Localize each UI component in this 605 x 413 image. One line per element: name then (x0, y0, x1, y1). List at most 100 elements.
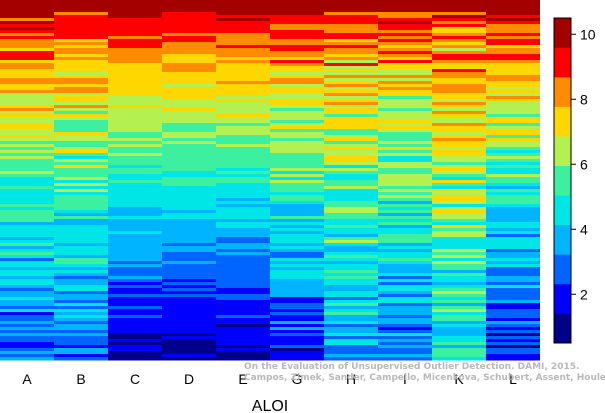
heatmap-cell (486, 237, 540, 241)
heatmap-cell (162, 258, 216, 262)
heatmap-cell (324, 84, 378, 88)
heatmap-cell (486, 198, 540, 202)
heatmap-cell (162, 354, 216, 358)
colorbar-tick-label: 4 (580, 221, 588, 237)
heatmap-cell (270, 3, 324, 7)
heatmap-cell (324, 162, 378, 166)
heatmap-cell (0, 258, 54, 262)
heatmap-cell (324, 132, 378, 136)
colorbar-tick-label: 8 (580, 91, 588, 107)
heatmap-cell (486, 141, 540, 145)
heatmap-cell (486, 201, 540, 205)
heatmap-cell (324, 318, 378, 322)
heatmap-cell (108, 219, 162, 223)
heatmap-cell (108, 204, 162, 208)
heatmap-cell (324, 171, 378, 175)
heatmap-cell (162, 351, 216, 355)
heatmap-cell (270, 192, 324, 196)
heatmap-cell (54, 42, 108, 46)
heatmap-cell (108, 183, 162, 187)
heatmap-cell (270, 279, 324, 283)
heatmap-cell (378, 138, 432, 142)
heatmap-cell (378, 129, 432, 133)
heatmap-cell (162, 186, 216, 190)
heatmap-cell (432, 111, 486, 115)
heatmap-cell (108, 318, 162, 322)
heatmap-cell (216, 243, 270, 247)
heatmap-cell (270, 57, 324, 61)
heatmap-cell (216, 297, 270, 301)
heatmap-cell (270, 183, 324, 187)
heatmap-cell (0, 231, 54, 235)
heatmap-cell (270, 291, 324, 295)
heatmap-cell (378, 117, 432, 121)
heatmap-cell (216, 165, 270, 169)
heatmap-cell (270, 87, 324, 91)
heatmap-cell (0, 99, 54, 103)
heatmap-cell (162, 132, 216, 136)
heatmap-cell (216, 198, 270, 202)
heatmap-cell (108, 258, 162, 262)
heatmap-cell (162, 168, 216, 172)
heatmap-cell (432, 27, 486, 31)
heatmap-cell (432, 243, 486, 247)
heatmap-cell (378, 189, 432, 193)
heatmap-cell (432, 33, 486, 37)
heatmap-cell (270, 168, 324, 172)
heatmap-cell (432, 36, 486, 40)
heatmap-cell (486, 234, 540, 238)
heatmap-cell (270, 246, 324, 250)
heatmap-cell (162, 66, 216, 70)
heatmap-cell (270, 93, 324, 97)
heatmap-cell (378, 123, 432, 127)
heatmap-cell (486, 168, 540, 172)
heatmap-cell (108, 150, 162, 154)
heatmap-cell (108, 105, 162, 109)
heatmap-cell (108, 234, 162, 238)
colorbar-segment (554, 283, 571, 314)
heatmap-cell (432, 123, 486, 127)
heatmap-cell (108, 57, 162, 61)
heatmap-cell (54, 336, 108, 340)
heatmap-cell (0, 6, 54, 10)
heatmap-cell (54, 324, 108, 328)
heatmap-cell (54, 351, 108, 355)
heatmap-cell (54, 0, 108, 4)
heatmap-cell (162, 324, 216, 328)
heatmap-cell (162, 60, 216, 64)
heatmap-cell (432, 348, 486, 352)
heatmap-cell (216, 240, 270, 244)
heatmap-cell (378, 3, 432, 7)
heatmap-cell (378, 321, 432, 325)
heatmap-cell (270, 273, 324, 277)
heatmap-cell (378, 27, 432, 31)
heatmap-cell (324, 282, 378, 286)
heatmap-cell (432, 255, 486, 259)
heatmap-cell (162, 117, 216, 121)
heatmap-cell (0, 159, 54, 163)
heatmap-cell (54, 60, 108, 64)
heatmap-cell (486, 111, 540, 115)
colorbar-tick-label: 2 (580, 286, 588, 302)
heatmap-cell (486, 84, 540, 88)
heatmap-cell (324, 237, 378, 241)
heatmap-cell (432, 174, 486, 178)
heatmap-cell (0, 228, 54, 232)
heatmap-cell (54, 270, 108, 274)
heatmap-cell (0, 36, 54, 40)
heatmap-cell (324, 315, 378, 319)
heatmap-cell (108, 297, 162, 301)
heatmap-cell (108, 165, 162, 169)
heatmap-cell (270, 219, 324, 223)
heatmap-cell (378, 84, 432, 88)
heatmap-cell (54, 159, 108, 163)
heatmap-cell (108, 303, 162, 307)
colorbar-segment (554, 18, 571, 48)
heatmap-cell (432, 273, 486, 277)
heatmap-cell (324, 150, 378, 154)
heatmap-cell (54, 264, 108, 268)
heatmap-cell (486, 324, 540, 328)
heatmap-cell (270, 84, 324, 88)
heatmap-cell (216, 186, 270, 190)
heatmap-cell (486, 270, 540, 274)
